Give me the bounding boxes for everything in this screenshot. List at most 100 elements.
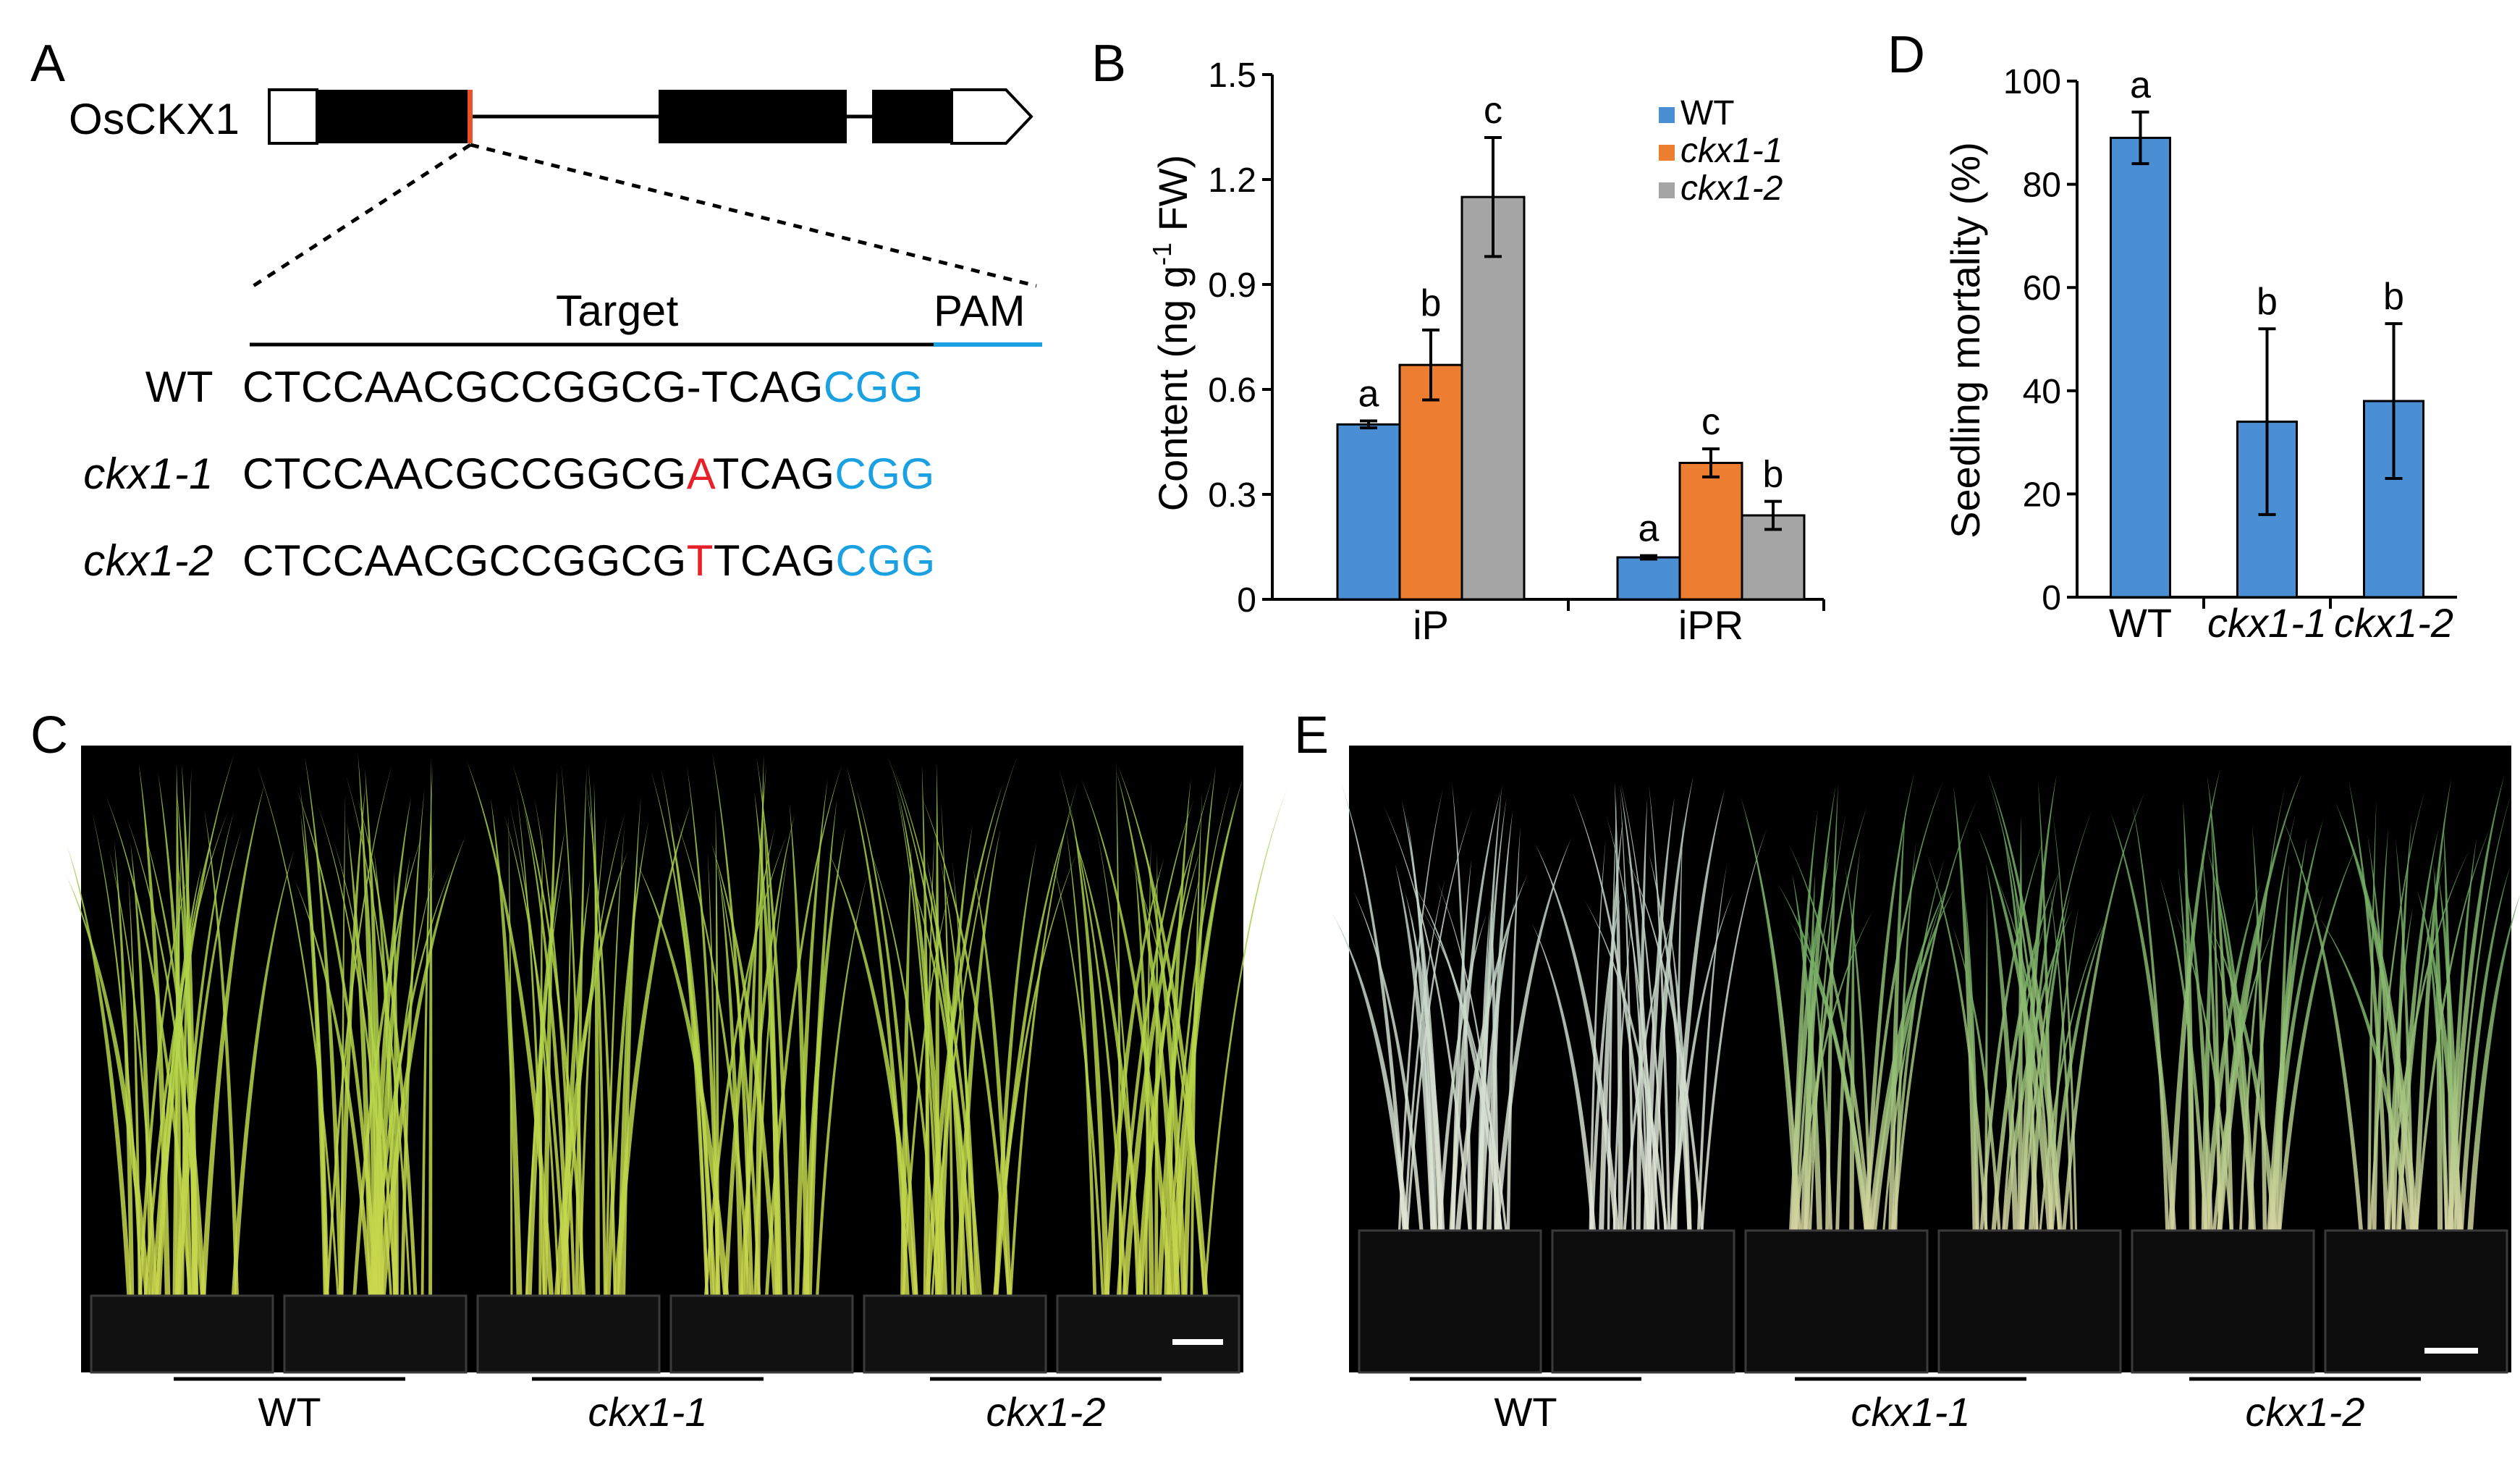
y-tick-label: 0.6 — [1208, 371, 1256, 410]
sequence-pam: CGG — [836, 536, 936, 585]
chart-b: 0 0.3 0.6 0.9 1.2 1.5 Content (ng g-1 FW) a b c iP… — [1147, 56, 1825, 648]
scale-bar-e — [2424, 1348, 2478, 1354]
photo-c — [66, 746, 1288, 1374]
plant-pot — [1740, 772, 1977, 1374]
sequence-indel: - — [687, 363, 701, 411]
x-category-label: iPR — [1678, 602, 1743, 648]
legend-swatch — [1659, 145, 1675, 161]
group-label: ckx1-1 — [588, 1389, 708, 1435]
sequence-text: CTCCAACGCCGGCGTTCAGCGG — [242, 536, 936, 585]
significance-letter: a — [2130, 64, 2151, 106]
sequence-indel: T — [687, 536, 714, 585]
group-label: ckx1-2 — [2246, 1389, 2365, 1435]
y-tick-label: 0.9 — [1208, 266, 1256, 305]
y-axis-label: Content (ng g-1 FW) — [1147, 155, 1196, 512]
plant-pot — [256, 754, 468, 1374]
cut-site-marker — [468, 90, 473, 143]
plant-pot — [827, 754, 1078, 1374]
pot — [1551, 1229, 1735, 1374]
y-tick-label: 1.2 — [1208, 161, 1256, 200]
pot — [669, 1294, 854, 1374]
sequence-text: CTCCAACGCCGGCG-TCAGCGG — [242, 363, 923, 411]
pot — [2324, 1229, 2508, 1374]
bar — [2110, 136, 2171, 599]
sequence-middle: TCAG — [713, 450, 835, 498]
panel-letter-e: E — [1294, 706, 1329, 764]
plant-pot — [2110, 769, 2358, 1374]
legend-swatch — [1659, 107, 1675, 123]
group-label: ckx1-1 — [1851, 1389, 1971, 1435]
y-tick-label: 60 — [2023, 269, 2061, 308]
photo-e — [1332, 746, 2520, 1374]
photo-e-plants — [1332, 769, 2520, 1374]
y-tick-label: 1.5 — [1208, 56, 1256, 95]
x-category-label: ckx1-2 — [2334, 600, 2453, 646]
bar — [1336, 423, 1401, 601]
panel-letter-b: B — [1091, 35, 1126, 93]
zoom-line-right — [470, 143, 1037, 288]
x-category-label: iP — [1413, 602, 1449, 648]
gene-name: OsCKX1 — [69, 95, 240, 143]
legend-label: WT — [1680, 94, 1735, 132]
y-tick-label: 80 — [2023, 166, 2061, 205]
scale-bar-c — [1172, 1339, 1223, 1345]
exon-1 — [317, 90, 470, 143]
significance-letter: a — [1639, 508, 1659, 550]
y-tick-label: 20 — [2023, 476, 2061, 514]
photo-c-plants — [66, 753, 1288, 1374]
sequence-pam: CGG — [834, 450, 934, 498]
sequence-row-label: ckx1-1 — [83, 450, 213, 498]
sequence-indel: A — [687, 450, 716, 498]
y-tick-label: 40 — [2023, 373, 2061, 411]
sequence-prefix: CTCCAACGCCGGCG — [242, 363, 687, 411]
plant-pot — [1926, 772, 2145, 1374]
plant-pot — [1332, 781, 1572, 1374]
plant-pot — [636, 753, 868, 1374]
plant-pot — [1532, 776, 1767, 1374]
bar — [1678, 462, 1743, 601]
y-axis-label: Seedling mortality (%) — [1942, 142, 1988, 539]
gene-structure — [252, 88, 1037, 288]
group-label: WT — [258, 1389, 321, 1435]
sequence-prefix: CTCCAACGCCGGCG — [242, 450, 687, 498]
pam-label: PAM — [934, 287, 1026, 335]
group-label: WT — [1494, 1389, 1557, 1435]
significance-letter: a — [1358, 374, 1379, 415]
sequence-row-label: WT — [145, 363, 213, 411]
significance-letter: b — [1421, 282, 1442, 324]
zoom-line-left — [252, 143, 472, 288]
pot — [863, 1294, 1047, 1374]
exon-2 — [659, 90, 847, 143]
pot — [2131, 1229, 2315, 1374]
utr5-box — [268, 88, 318, 145]
panel-letter-a: A — [30, 35, 65, 93]
pot — [1937, 1229, 2122, 1374]
significance-letter: c — [1484, 90, 1502, 132]
panel-letter-c: C — [30, 706, 68, 764]
plant-pot — [466, 760, 692, 1374]
pot — [1744, 1229, 1929, 1374]
sequence-middle: TCAG — [714, 536, 836, 585]
pot — [476, 1294, 661, 1374]
legend-label: ckx1-1 — [1680, 132, 1783, 170]
y-tick-label: 0 — [2042, 579, 2061, 617]
pot — [283, 1294, 468, 1374]
sequence-middle: TCAG — [701, 363, 824, 411]
photo-c-background — [81, 746, 1243, 1372]
y-tick-label: 0 — [1237, 581, 1256, 620]
significance-letter: b — [2383, 276, 2404, 318]
exon-3 — [872, 90, 952, 143]
photo-e-background — [1349, 746, 2511, 1372]
sequence-row-label: ckx1-2 — [83, 536, 213, 585]
sequence-prefix: CTCCAACGCCGGCG — [242, 536, 687, 585]
utr3-arrow — [950, 88, 1033, 145]
plant-pot — [1051, 761, 1288, 1374]
legend-swatch — [1659, 182, 1675, 198]
significance-letter: b — [2257, 281, 2278, 323]
target-label: Target — [556, 287, 679, 335]
pot — [1056, 1294, 1240, 1374]
plant-pot — [66, 754, 295, 1374]
